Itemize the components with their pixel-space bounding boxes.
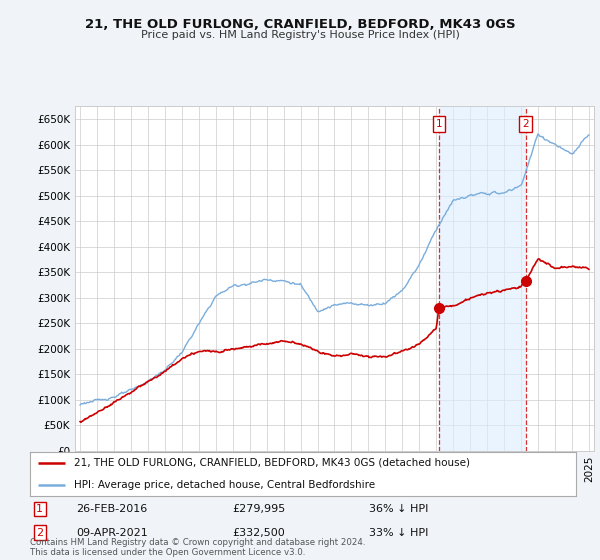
- Text: £332,500: £332,500: [232, 528, 285, 538]
- Text: HPI: Average price, detached house, Central Bedfordshire: HPI: Average price, detached house, Cent…: [74, 480, 375, 489]
- Text: 1: 1: [37, 504, 43, 514]
- Text: Price paid vs. HM Land Registry's House Price Index (HPI): Price paid vs. HM Land Registry's House …: [140, 30, 460, 40]
- Text: 2: 2: [36, 528, 43, 538]
- Text: Contains HM Land Registry data © Crown copyright and database right 2024.
This d: Contains HM Land Registry data © Crown c…: [30, 538, 365, 557]
- Text: 26-FEB-2016: 26-FEB-2016: [76, 504, 148, 514]
- Text: 36% ↓ HPI: 36% ↓ HPI: [368, 504, 428, 514]
- Bar: [439, 106, 526, 451]
- Text: 1: 1: [436, 119, 442, 129]
- Text: £279,995: £279,995: [232, 504, 285, 514]
- Text: 21, THE OLD FURLONG, CRANFIELD, BEDFORD, MK43 0GS (detached house): 21, THE OLD FURLONG, CRANFIELD, BEDFORD,…: [74, 458, 470, 468]
- Text: 09-APR-2021: 09-APR-2021: [76, 528, 148, 538]
- Text: 2: 2: [523, 119, 529, 129]
- Text: 21, THE OLD FURLONG, CRANFIELD, BEDFORD, MK43 0GS: 21, THE OLD FURLONG, CRANFIELD, BEDFORD,…: [85, 18, 515, 31]
- Text: 33% ↓ HPI: 33% ↓ HPI: [368, 528, 428, 538]
